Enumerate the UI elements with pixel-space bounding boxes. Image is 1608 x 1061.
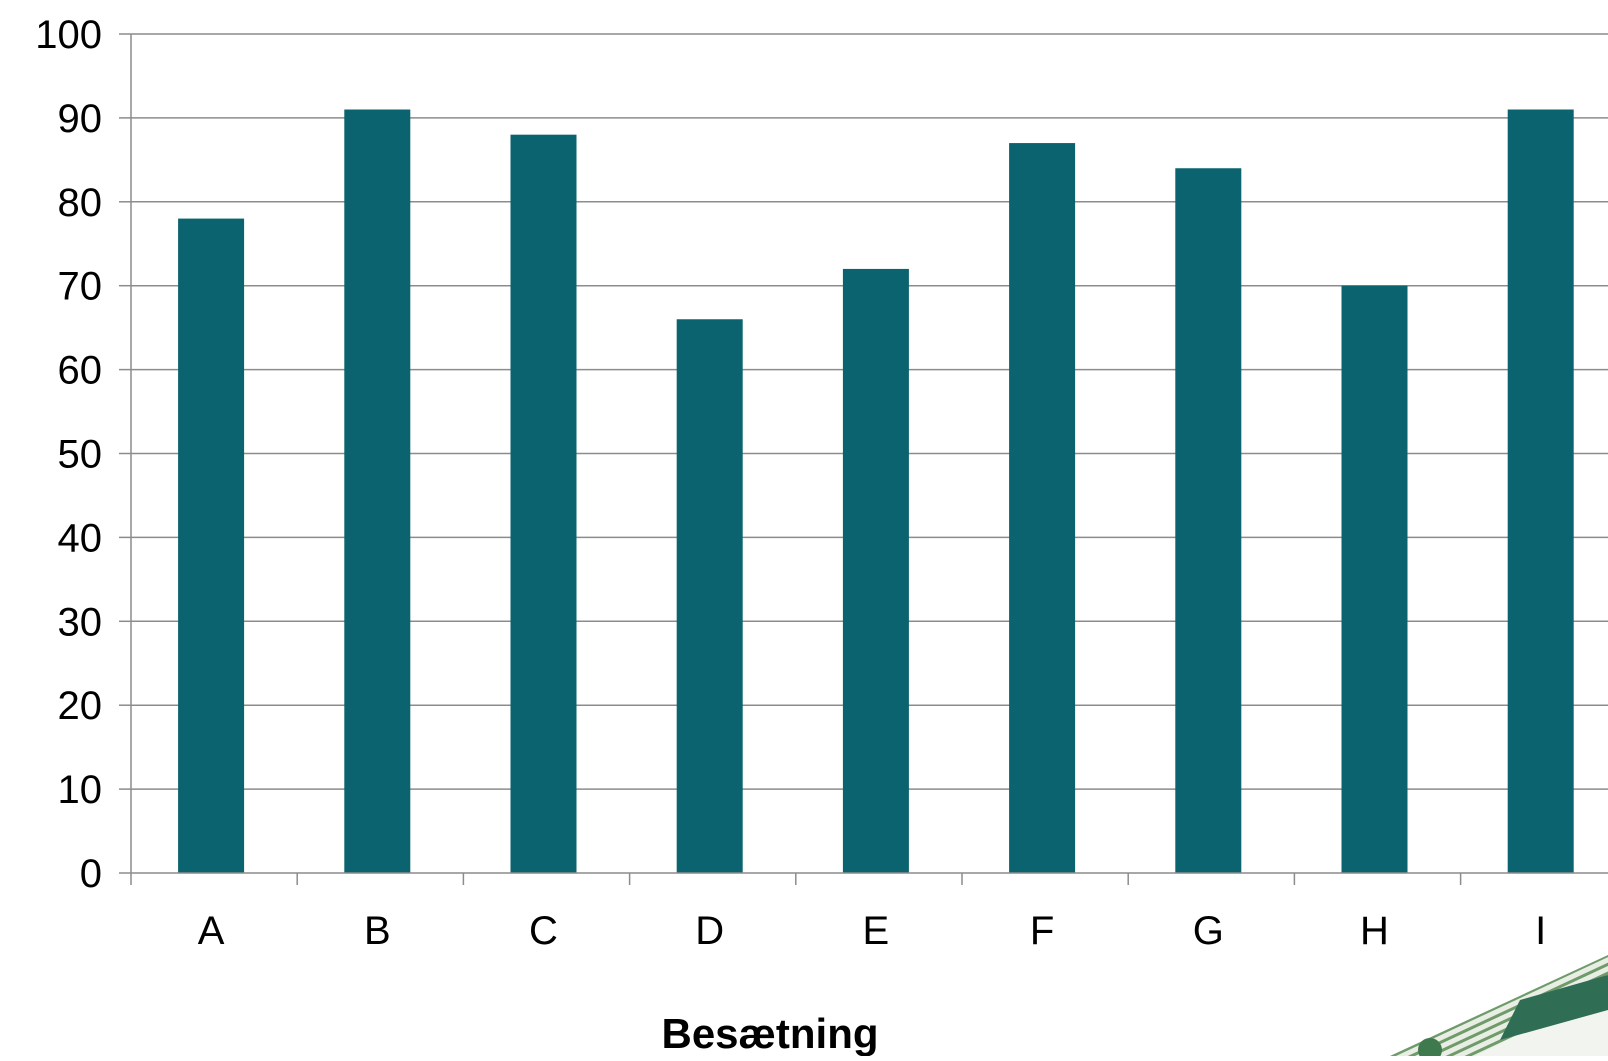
corner-logo [1390, 955, 1608, 1061]
bar-g [1175, 168, 1242, 874]
bar-e [842, 268, 909, 873]
x-tick-label: C [529, 909, 558, 953]
x-tick-labels: A B C D E F G H I [198, 909, 1547, 953]
x-tick-label: G [1193, 909, 1224, 953]
x-tick-label: B [364, 909, 391, 953]
y-tick-label: 20 [58, 684, 103, 728]
y-tick-labels: 0 10 20 30 40 50 60 70 80 90 100 [35, 13, 102, 896]
axes [119, 33, 1608, 885]
y-tick-label: 40 [58, 516, 103, 560]
x-tick-label: I [1535, 909, 1546, 953]
bar-i [1507, 109, 1574, 873]
y-tick-label: 90 [58, 97, 103, 141]
y-tick-label: 30 [58, 600, 103, 644]
y-tick-label: 80 [58, 181, 103, 225]
y-tick-label: 0 [80, 852, 102, 896]
bar-f [1009, 143, 1076, 873]
x-tick-label: E [863, 909, 890, 953]
x-tick-label: D [695, 909, 724, 953]
bar-c [510, 134, 577, 873]
x-tick-label: H [1360, 909, 1389, 953]
bars [178, 109, 1574, 874]
y-tick-label: 100 [35, 13, 102, 57]
x-tick-label: A [198, 909, 225, 953]
bar-d [676, 319, 743, 873]
x-tick-label: F [1030, 909, 1054, 953]
bar-h [1341, 285, 1408, 873]
y-tick-label: 60 [58, 349, 103, 393]
y-tick-label: 70 [58, 265, 103, 309]
bar-b [344, 109, 411, 873]
y-tick-label: 10 [58, 768, 103, 812]
x-axis-title: Besætning [661, 1010, 878, 1056]
bar-a [178, 218, 245, 873]
y-tick-label: 50 [58, 433, 103, 477]
